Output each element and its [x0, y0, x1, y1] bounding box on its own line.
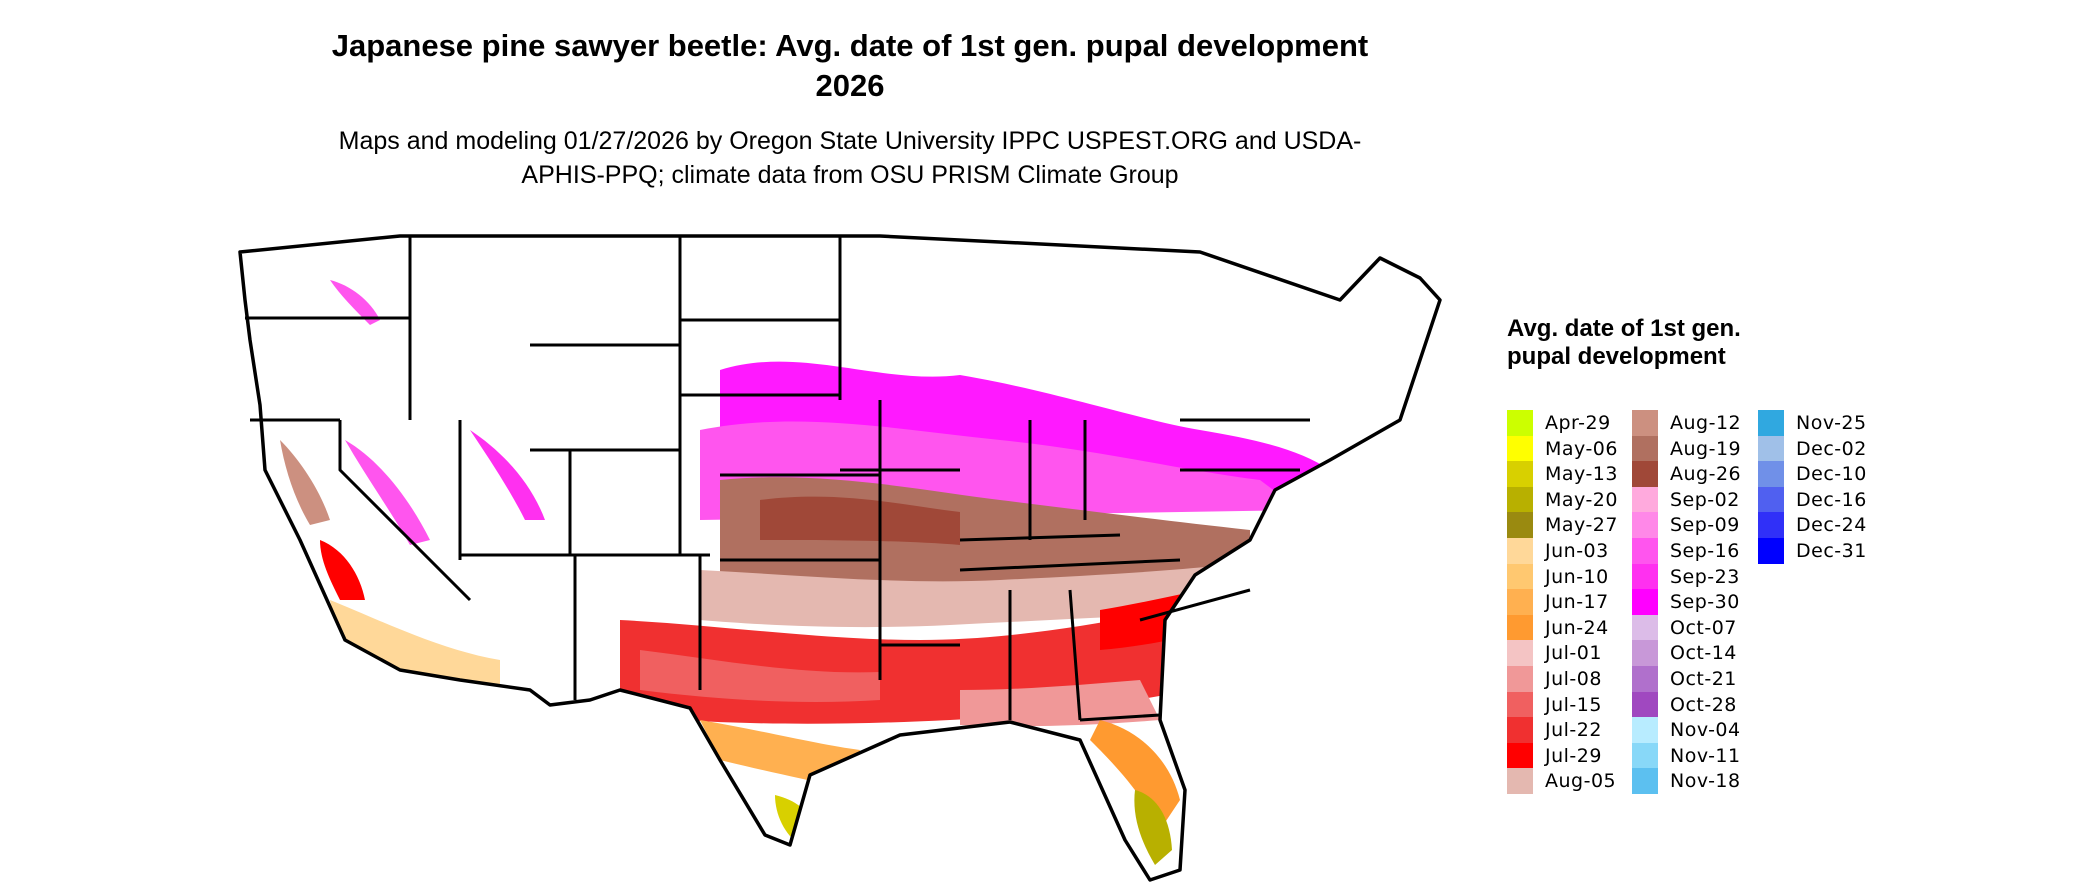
legend-label: Dec-16 — [1796, 488, 1867, 511]
legend-label: Jul-08 — [1545, 667, 1602, 690]
legend-swatch — [1507, 768, 1533, 794]
legend-swatch — [1758, 512, 1784, 538]
border-ky-tn — [959, 533, 1121, 542]
border-ca-nv — [338, 420, 472, 602]
border-nc-sc — [1139, 588, 1251, 622]
legend-label: Oct-07 — [1670, 616, 1737, 639]
legend-label: Dec-02 — [1796, 437, 1867, 460]
legend-swatch — [1758, 410, 1784, 436]
legend-label: Dec-10 — [1796, 463, 1867, 486]
legend-label: May-20 — [1545, 488, 1618, 511]
legend-label: Jun-17 — [1545, 591, 1609, 614]
legend-label: Jun-10 — [1545, 565, 1609, 588]
legend-label: Aug-05 — [1545, 770, 1617, 793]
legend-swatch — [1507, 486, 1533, 513]
legend-label: Aug-19 — [1670, 437, 1742, 460]
us-outline — [238, 234, 1442, 882]
legend-swatch — [1632, 563, 1658, 590]
zone-jun-24 — [1090, 720, 1180, 830]
legend-swatch — [1632, 461, 1658, 487]
legend-swatch — [1507, 640, 1533, 666]
legend-label: Apr-29 — [1545, 412, 1611, 434]
legend-swatch — [1507, 435, 1533, 462]
legend-swatch — [1632, 435, 1658, 462]
zone-aug-26 — [760, 496, 960, 545]
legend-swatch — [1632, 537, 1658, 564]
legend-swatch — [1632, 717, 1658, 743]
legend-swatch — [1507, 461, 1533, 487]
legend-swatch — [1507, 563, 1533, 590]
legend-swatch — [1507, 742, 1533, 769]
state-boundaries — [238, 234, 1442, 882]
legend-title: Avg. date of 1st gen. pupal development — [1507, 315, 1741, 370]
legend-label: Sep-16 — [1670, 539, 1740, 562]
legend-swatch — [1632, 768, 1658, 794]
legend-label: Nov-25 — [1796, 412, 1867, 434]
legend-label: Oct-28 — [1670, 693, 1737, 716]
legend-label: Nov-11 — [1670, 744, 1741, 767]
legend-label: May-06 — [1545, 437, 1618, 460]
zone-jul-29-sw — [320, 540, 365, 600]
zone-sep-30-nw — [330, 280, 380, 325]
legend-swatch — [1632, 589, 1658, 615]
legend-label: Dec-31 — [1796, 539, 1867, 562]
zone-oct-21-west — [470, 430, 545, 520]
border-ga-west — [1068, 589, 1082, 721]
legend-swatch — [1507, 512, 1533, 538]
legend-swatch — [1507, 537, 1533, 564]
legend-swatch — [1632, 614, 1658, 641]
legend-label: Sep-23 — [1670, 565, 1740, 588]
legend-swatch — [1507, 410, 1533, 436]
legend-swatch — [1632, 665, 1658, 692]
zone-jun-03 — [330, 600, 500, 690]
legend-label: Jul-15 — [1545, 693, 1602, 716]
legend-label: Oct-21 — [1670, 667, 1737, 690]
legend-label: Jul-01 — [1545, 642, 1602, 665]
zone-sep-16-sw — [345, 440, 430, 545]
legend-swatch — [1758, 537, 1784, 564]
legend-label: Nov-18 — [1670, 770, 1741, 793]
map-subtitle: Maps and modeling 01/27/2026 by Oregon S… — [338, 127, 1362, 189]
legend-swatch — [1632, 486, 1658, 513]
legend-swatch — [1632, 640, 1658, 666]
legend-swatch — [1507, 614, 1533, 641]
legend-swatch — [1632, 512, 1658, 538]
legend-swatch — [1758, 461, 1784, 487]
map-title: Japanese pine sawyer beetle: Avg. date o… — [331, 28, 1369, 103]
border-tn-north — [959, 558, 1181, 572]
border-fl-ga — [1079, 713, 1161, 722]
legend-label: May-27 — [1545, 514, 1618, 537]
zone-aug-12-sw — [280, 440, 330, 525]
legend-swatch — [1758, 435, 1784, 462]
legend-label: Nov-04 — [1670, 719, 1741, 742]
legend-swatch — [1632, 691, 1658, 718]
legend-label: Jun-03 — [1545, 539, 1609, 562]
legend-label: Sep-30 — [1670, 591, 1740, 614]
legend-swatch — [1507, 665, 1533, 692]
legend-swatch — [1632, 742, 1658, 769]
legend-swatch — [1758, 486, 1784, 513]
legend-label: Jul-22 — [1545, 719, 1602, 742]
legend-label: Sep-09 — [1670, 514, 1740, 537]
legend-label: Jul-29 — [1545, 744, 1602, 767]
legend-label: Aug-26 — [1670, 463, 1742, 486]
legend-swatch — [1507, 717, 1533, 743]
legend-label: Sep-02 — [1670, 488, 1740, 511]
legend-label: May-13 — [1545, 463, 1618, 486]
zone-may-20 — [1134, 790, 1172, 865]
legend-label: Jun-24 — [1545, 616, 1609, 639]
legend-swatch — [1632, 410, 1658, 436]
legend-swatch — [1507, 691, 1533, 718]
legend-label: Dec-24 — [1796, 514, 1867, 537]
legend-label: Oct-14 — [1670, 642, 1737, 665]
legend-swatch — [1507, 589, 1533, 615]
legend-label: Aug-12 — [1670, 412, 1742, 434]
